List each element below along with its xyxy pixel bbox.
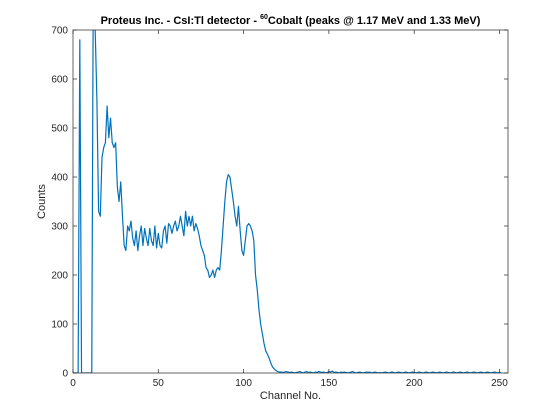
axes-box [72, 29, 509, 374]
x-tick-label-250: 250 [491, 378, 508, 389]
y-tick-label-600: 600 [51, 75, 68, 86]
chart-title-prefix: Proteus Inc. - CsI:Tl detector - [101, 15, 261, 27]
y-tick-label-0: 0 [62, 369, 68, 380]
chart-title: Proteus Inc. - CsI:Tl detector - 60Cobal… [101, 14, 481, 27]
x-tick-label-0: 0 [70, 378, 76, 389]
chart-title-suffix: Cobalt (peaks @ 1.17 MeV and 1.33 MeV) [268, 15, 481, 27]
x-axis-label: Channel No. [260, 390, 321, 402]
y-tick-label-100: 100 [51, 320, 68, 331]
x-tick-label-150: 150 [321, 378, 338, 389]
chart-title-superscript: 60 [260, 14, 268, 21]
x-tick-label-200: 200 [406, 378, 423, 389]
y-tick-label-300: 300 [51, 222, 68, 233]
y-tick-label-700: 700 [51, 26, 68, 37]
y-tick-label-200: 200 [51, 271, 68, 282]
x-tick-label-50: 50 [153, 378, 165, 389]
y-axis-label: Counts [36, 184, 48, 219]
y-tick-label-400: 400 [51, 173, 68, 184]
x-tick-label-100: 100 [235, 378, 252, 389]
plot-area [73, 30, 508, 373]
y-tick-label-500: 500 [51, 124, 68, 135]
